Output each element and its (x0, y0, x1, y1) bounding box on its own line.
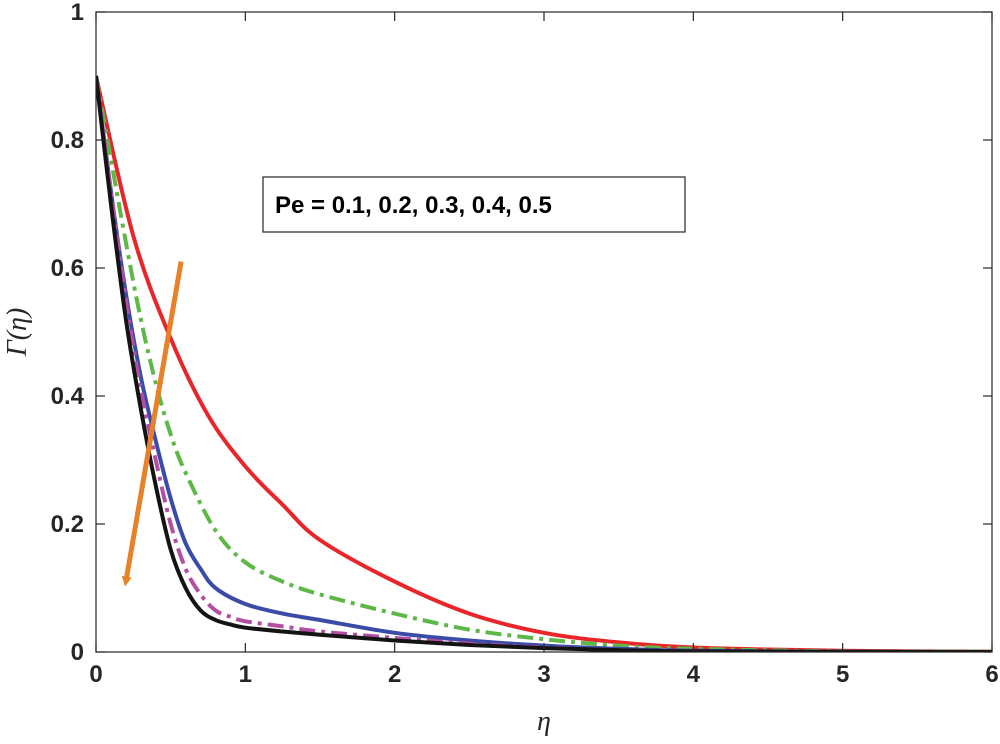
series-line-5 (96, 75, 992, 652)
trend-arrow (121, 261, 184, 587)
y-tick-label: 0 (71, 639, 84, 666)
x-tick-label: 4 (687, 661, 701, 688)
x-tick-label: 1 (239, 661, 252, 688)
y-tick-label: 0.4 (51, 383, 85, 410)
y-tick-label: 0.6 (51, 255, 84, 282)
annotation-text: Pe = 0.1, 0.2, 0.3, 0.4, 0.5 (275, 192, 552, 219)
series-line-2 (96, 75, 992, 652)
x-tick-label: 6 (985, 661, 998, 688)
x-axis-label: η (537, 706, 551, 737)
annotation-box (262, 176, 686, 233)
plot-background (96, 12, 992, 652)
x-tick-label: 0 (89, 661, 102, 688)
y-axis-label: Γ(η) (2, 308, 33, 357)
x-tick-label: 2 (388, 661, 401, 688)
x-tick-label: 5 (836, 661, 849, 688)
y-tick-label: 0.8 (51, 127, 84, 154)
legend-annotation: Pe = 0.1, 0.2, 0.3, 0.4, 0.5 (262, 176, 686, 233)
y-tick-label: 1 (71, 0, 84, 26)
y-tick-label: 0.2 (51, 511, 84, 538)
series-line-4 (96, 75, 992, 652)
x-tick-label: 3 (537, 661, 550, 688)
